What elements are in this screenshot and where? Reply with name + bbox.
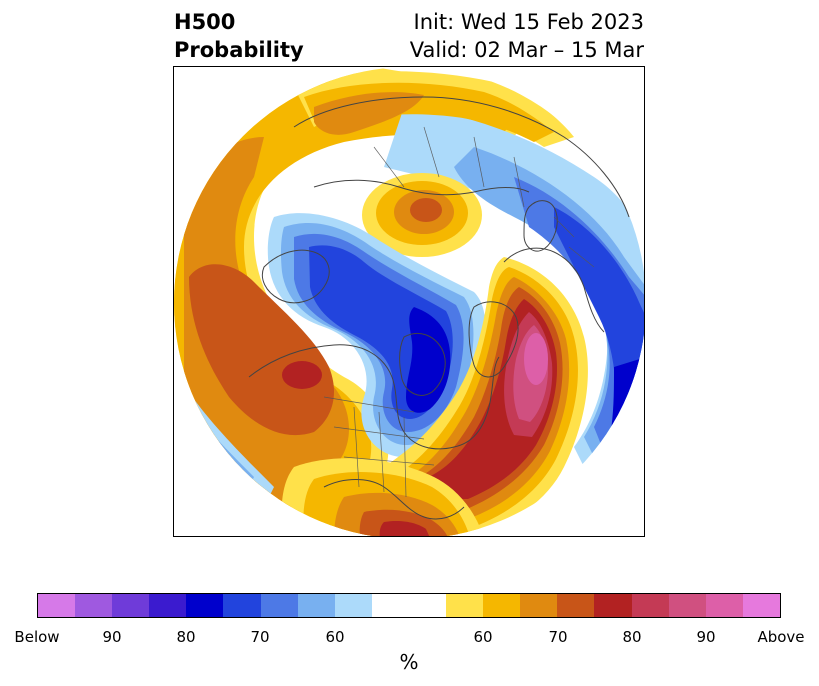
colorbar-cell — [223, 594, 261, 617]
valid-range: Valid: 02 Mar – 15 Mar — [409, 38, 644, 62]
colorbar-cell — [371, 594, 409, 617]
colorbar-unit: % — [399, 650, 419, 674]
colorbar-cell — [446, 594, 484, 617]
coastline-alaska — [261, 249, 330, 304]
coastline-asia — [293, 96, 630, 218]
probability-map-svg — [174, 67, 644, 536]
colorbar-cell — [483, 594, 521, 617]
probability-colorbar — [37, 593, 781, 618]
polar-map — [173, 66, 645, 537]
colorbar-label-above-80: 80 — [622, 628, 642, 646]
coastline-europe — [503, 247, 605, 333]
map-title: H500 Probability — [174, 8, 304, 64]
coastline-gulf — [323, 479, 465, 520]
coastline-siberia — [313, 179, 530, 196]
anomaly-region-europe-65 — [454, 147, 644, 467]
anomaly-region-europe-negative — [384, 107, 644, 487]
colorbar-cell — [334, 594, 372, 617]
colorbar-cell — [520, 594, 558, 617]
map-coastlines — [248, 96, 630, 520]
colorbar-label-above-90: 90 — [696, 628, 716, 646]
colorbar-cell — [112, 594, 150, 617]
init-date: Init: Wed 15 Feb 2023 — [413, 10, 644, 34]
colorbar-label-below-60: 60 — [325, 628, 345, 646]
colorbar-label-below-80: 80 — [176, 628, 196, 646]
colorbar-cell — [149, 594, 187, 617]
colorbar-cell — [297, 594, 335, 617]
coastline-north-america — [248, 344, 500, 450]
coastline-hudson-bay — [399, 333, 446, 396]
colorbar-cell — [705, 594, 743, 617]
colorbar-label-above-60: 60 — [473, 628, 493, 646]
colorbar-label-below-70: 70 — [250, 628, 270, 646]
colorbar-label-below-90: 90 — [102, 628, 122, 646]
colorbar-label-above: Above — [757, 628, 805, 646]
anomaly-region-pacific-80 — [282, 361, 322, 389]
colorbar-cell — [557, 594, 595, 617]
colorbar-cell — [631, 594, 669, 617]
anomaly-region-us-80 — [379, 520, 430, 536]
anomaly-region-atlantic-95 — [524, 333, 548, 385]
coastline-greenland — [468, 301, 519, 378]
probability-field — [174, 67, 644, 536]
anomaly-region-asia-70 — [314, 92, 424, 135]
colorbar-label-above-70: 70 — [548, 628, 568, 646]
title-line-1: H500 — [174, 10, 236, 34]
colorbar-cell — [186, 594, 224, 617]
colorbar-cell — [742, 594, 780, 617]
colorbar-cell — [668, 594, 706, 617]
colorbar-cell — [75, 594, 113, 617]
colorbar-label-below: Below — [14, 628, 60, 646]
coastline-scandinavia — [523, 200, 558, 252]
date-info: Init: Wed 15 Feb 2023 Valid: 02 Mar – 15… — [410, 8, 644, 64]
colorbar-cell — [260, 594, 298, 617]
anomaly-region-pacific-75 — [189, 264, 334, 436]
title-line-2: Probability — [174, 38, 304, 62]
colorbar-cell — [38, 594, 76, 617]
anomaly-region-europe-80 — [609, 357, 644, 442]
anomaly-region-europe-70 — [514, 177, 644, 452]
colorbar-cell — [594, 594, 632, 617]
anomaly-region-siberia-75 — [410, 198, 442, 222]
colorbar-cell — [408, 594, 447, 617]
map-borders — [323, 126, 595, 498]
